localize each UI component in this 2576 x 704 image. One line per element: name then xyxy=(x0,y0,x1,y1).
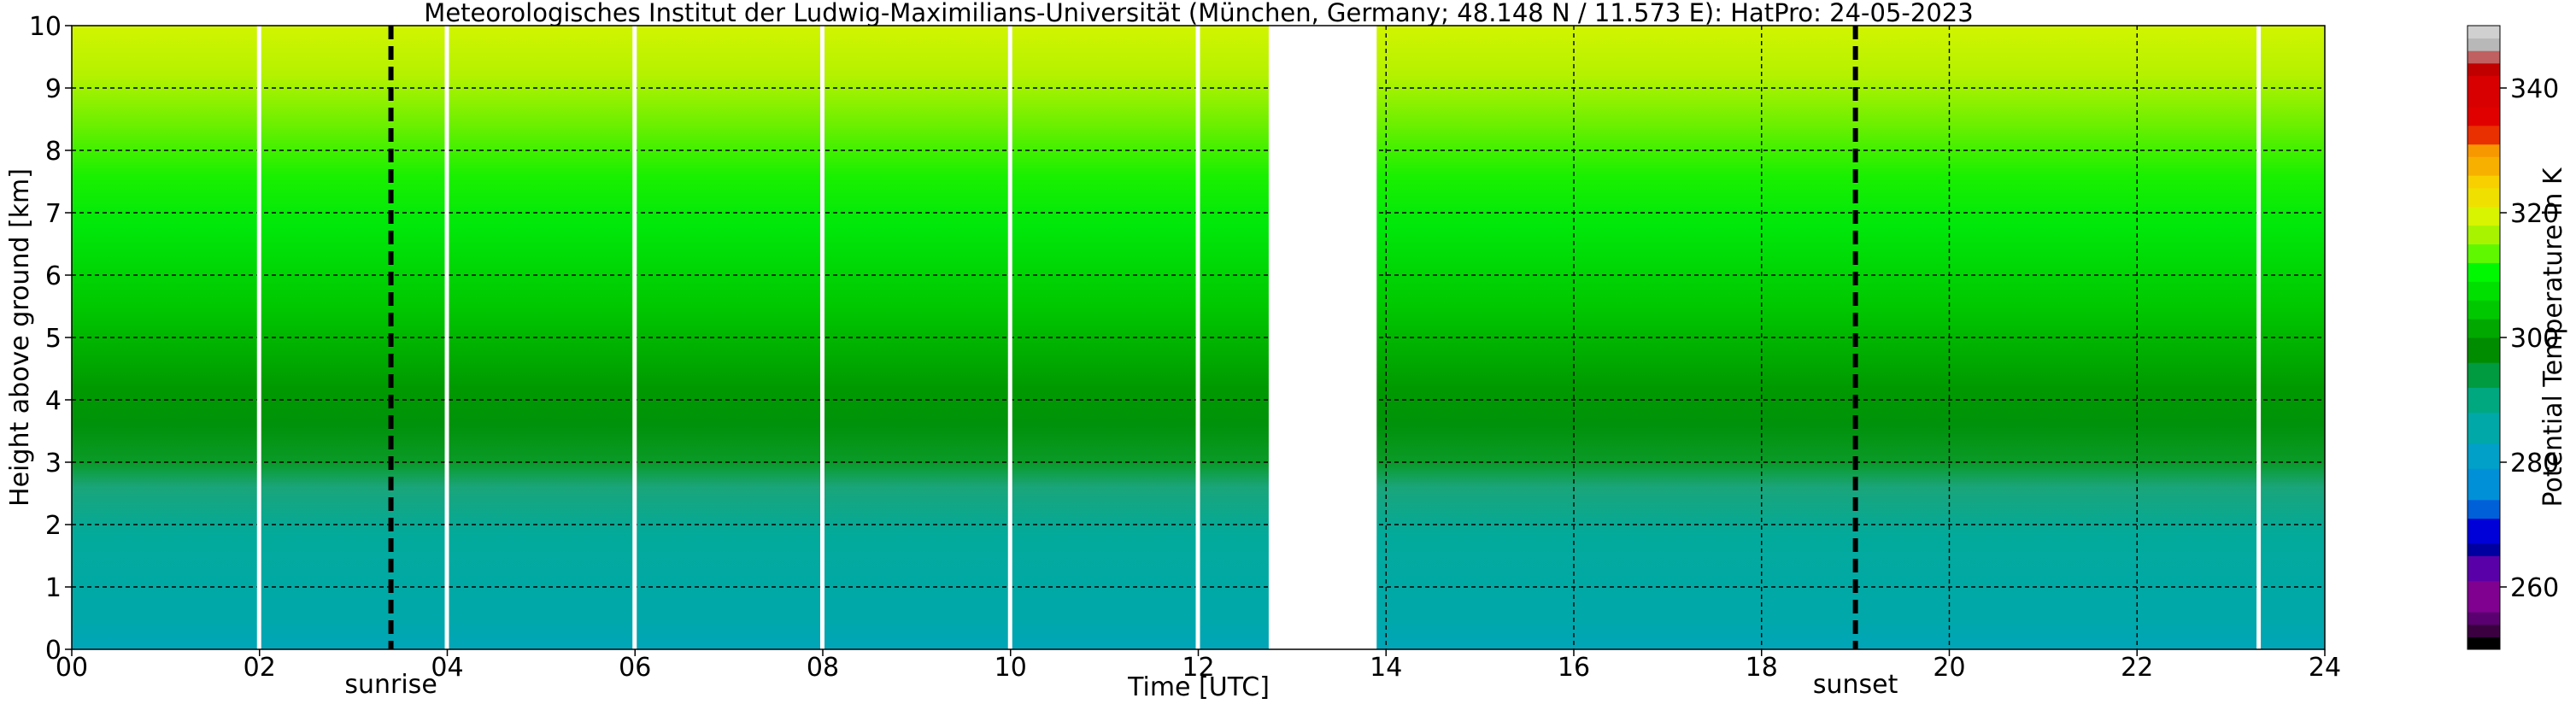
y-tick-label: 6 xyxy=(45,261,62,291)
x-tick-label: 14 xyxy=(1370,653,1402,683)
colorbar-step xyxy=(2467,543,2500,556)
sunset-label: sunset xyxy=(1813,670,1898,700)
colorbar-tick-label: 260 xyxy=(2510,573,2559,603)
x-tick-label: 12 xyxy=(1182,653,1214,683)
colorbar-step xyxy=(2467,262,2500,282)
y-tick-label: 9 xyxy=(45,74,62,104)
y-tick-label: 2 xyxy=(45,511,62,541)
colorbar-step xyxy=(2467,281,2500,301)
colorbar-tick-labels: 260 280 300 320 340 xyxy=(2500,74,2559,603)
chart-title: Meteorologisches Institut der Ludwig-Max… xyxy=(424,0,1973,27)
colorbar-step xyxy=(2467,555,2500,582)
colorbar-step xyxy=(2467,387,2500,414)
y-tick-label: 10 xyxy=(29,12,62,42)
data-gap xyxy=(1268,26,1377,649)
sun-event-lines xyxy=(388,26,1858,649)
colorbar-step xyxy=(2467,144,2500,157)
colorbar-step xyxy=(2467,38,2500,51)
y-tick-label: 5 xyxy=(45,324,62,354)
x-tick-label: 16 xyxy=(1558,653,1590,683)
colorbar-step xyxy=(2467,50,2500,64)
data-gap-line xyxy=(820,26,824,649)
x-tick-label: 04 xyxy=(431,653,463,683)
x-tick-labels: 00 02 04 06 08 10 12 14 16 18 20 22 24 xyxy=(56,649,2341,683)
x-tick-label: 00 xyxy=(56,653,88,683)
y-tick-label: 7 xyxy=(45,199,62,229)
data-gap-line xyxy=(2256,26,2262,649)
colorbar-step xyxy=(2467,362,2500,388)
colorbar-step xyxy=(2467,75,2500,108)
x-tick-label: 20 xyxy=(1933,653,1965,683)
colorbar-step xyxy=(2467,580,2500,613)
colorbar-step xyxy=(2467,62,2500,76)
colorbar-step xyxy=(2467,468,2500,501)
y-tick-label: 0 xyxy=(45,636,62,666)
colorbar-tick-label: 280 xyxy=(2510,449,2559,478)
x-tick-label: 24 xyxy=(2309,653,2341,683)
colorbar-step xyxy=(2467,206,2500,226)
x-tick-label: 22 xyxy=(2121,653,2153,683)
data-gap-line xyxy=(1195,26,1200,649)
colorbar-step xyxy=(2467,243,2500,263)
data-gap-line xyxy=(256,26,261,649)
colorbar-step xyxy=(2467,624,2500,637)
colorbar-tick-label: 340 xyxy=(2510,74,2559,104)
colorbar-step xyxy=(2467,443,2500,469)
x-axis-label: Time [UTC] xyxy=(1127,672,1270,702)
colorbar-step xyxy=(2467,156,2500,176)
sunrise-label: sunrise xyxy=(344,670,437,700)
data-gap-line xyxy=(444,26,449,649)
x-tick-label: 08 xyxy=(807,653,839,683)
x-tick-label: 18 xyxy=(1746,653,1778,683)
colorbar xyxy=(2467,25,2501,650)
x-tick-label: 10 xyxy=(995,653,1027,683)
sun-event-labels: sunrise sunset xyxy=(344,670,1898,700)
colorbar-step xyxy=(2467,319,2500,338)
colorbar-step xyxy=(2467,412,2500,444)
data-gap-line xyxy=(1007,26,1012,649)
colorbar-tick-label: 300 xyxy=(2510,324,2559,354)
colorbar-step xyxy=(2467,518,2500,544)
colorbar-step xyxy=(2467,499,2500,519)
data-gaps xyxy=(256,26,2262,649)
colorbar-step xyxy=(2467,26,2500,39)
y-tick-label: 3 xyxy=(45,449,62,478)
colorbar-step xyxy=(2467,612,2500,625)
colorbar-step xyxy=(2467,187,2500,208)
y-tick-label: 4 xyxy=(45,386,62,416)
y-tick-label: 8 xyxy=(45,137,62,167)
y-tick-label: 1 xyxy=(45,573,62,603)
colorbar-step xyxy=(2467,125,2500,145)
y-axis-label: Height above ground [km] xyxy=(5,168,35,507)
x-tick-label: 02 xyxy=(244,653,276,683)
colorbar-step xyxy=(2467,300,2500,320)
colorbar-step xyxy=(2467,637,2500,650)
colorbar-step xyxy=(2467,225,2500,244)
data-gap-line xyxy=(632,26,637,649)
colorbar-step xyxy=(2467,175,2500,189)
y-tick-labels: 0 1 2 3 4 5 6 7 8 9 10 xyxy=(29,12,72,666)
colorbar-tick-label: 320 xyxy=(2510,199,2559,229)
colorbar-step xyxy=(2467,337,2500,363)
colorbar-label: Potential Temperature in K xyxy=(2538,167,2568,507)
colorbar-step xyxy=(2467,106,2500,126)
x-tick-label: 06 xyxy=(619,653,651,683)
